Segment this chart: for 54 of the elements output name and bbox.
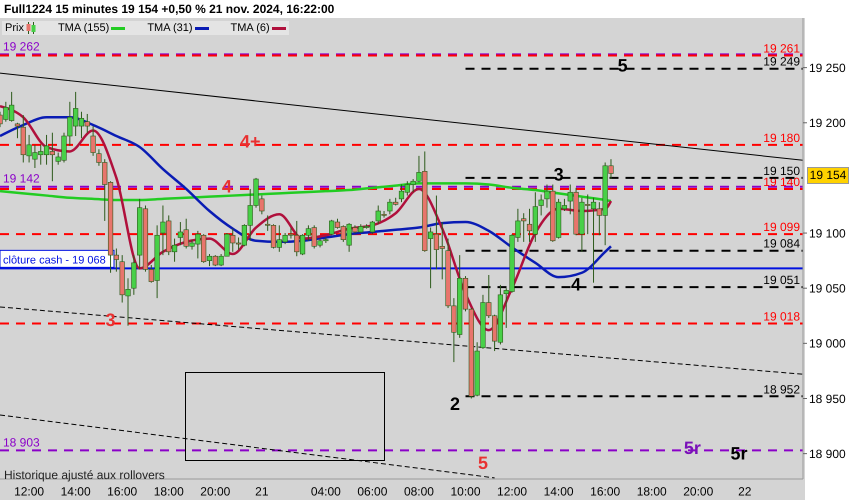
x-tick-label: 12:00 [14, 484, 44, 499]
x-tick-label: 06:00 [357, 484, 388, 499]
x-tick-label: 14:00 [60, 484, 91, 499]
candlestick [538, 194, 544, 216]
ref-line-label: 19 150 [763, 164, 800, 178]
legend-label: TMA (155) [58, 22, 110, 34]
x-tick-label: 16:00 [590, 484, 620, 499]
x-tick-label: 21 [255, 484, 269, 499]
line-series [0, 116, 612, 278]
ref-line-label: 18 952 [763, 382, 800, 396]
y-tick-label: 19 250 [809, 60, 846, 75]
ref-line-label: 19 099 [763, 220, 800, 234]
ref-line-label: 19 018 [763, 309, 800, 324]
annotation: 5 [618, 55, 628, 76]
annotation: 5r [684, 438, 701, 458]
chart-title: Full1224 15 minutes 19 154 +0,50 % 21 nov. 2024, 16:22:00 [4, 2, 334, 16]
y-tick-label: 19 050 [809, 281, 846, 296]
ref-line-label: 19 249 [763, 54, 800, 69]
candlestick [14, 122, 20, 139]
y-tick-label: 19 100 [809, 226, 846, 240]
legend-label: TMA (31) [147, 22, 193, 34]
x-tick-label: 16:00 [107, 484, 138, 499]
x-tick-label: 08:00 [404, 484, 434, 499]
ref-line-label: 19 084 [763, 236, 800, 251]
y-tick-label: 18 900 [809, 446, 846, 461]
ref-line-label: 19 051 [763, 273, 800, 288]
x-tick-label: 10:00 [450, 484, 481, 499]
ref-line-label: 19 261 [763, 42, 800, 56]
x-tick-label: 04:00 [310, 484, 342, 499]
legend-label: TMA (6) [230, 22, 270, 34]
x-tick-label: 14:00 [544, 484, 574, 499]
ref-line-label: 19 180 [763, 130, 800, 145]
ref-line-label: clôture cash - 19 068 [3, 254, 106, 266]
text: 19 154 [807, 167, 849, 184]
ref-line-label: 18 903 [3, 435, 40, 450]
annotation: 2 [448, 393, 461, 415]
annotation: 3 [554, 164, 564, 184]
line-series [0, 182, 612, 202]
x-tick-label: 22 [738, 484, 752, 499]
y-tick-label: 18 950 [809, 392, 846, 406]
ref-line-label: 19 262 [3, 39, 40, 54]
annotation: 5 [476, 452, 489, 474]
ref-line-label: 19 142 [3, 172, 40, 186]
y-tick-label: 19 200 [809, 116, 846, 130]
y-tick-label: 19 000 [809, 336, 846, 351]
x-tick-label: 18:00 [154, 484, 184, 499]
x-tick-label: 18:00 [636, 484, 668, 499]
candlestick [90, 126, 96, 156]
annotation: 5r [730, 443, 748, 464]
legend-label: Prix [5, 22, 24, 34]
x-tick-label: 20:00 [200, 484, 231, 499]
annotation: Historique ajusté aux rollovers [4, 468, 165, 482]
x-tick-label: 12:00 [497, 484, 528, 499]
x-tick-label: 20:00 [683, 484, 714, 499]
